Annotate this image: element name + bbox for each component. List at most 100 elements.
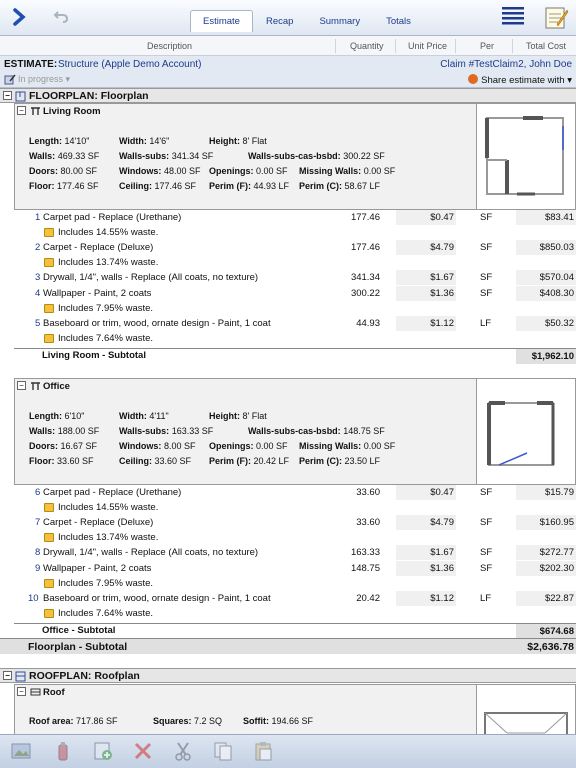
note-icon (44, 609, 54, 618)
collapse-icon[interactable]: − (3, 671, 12, 680)
item-number: 6 (35, 487, 41, 498)
claim-info[interactable]: Claim #TestClaim2, John Doe (440, 59, 572, 70)
collapse-icon[interactable]: − (17, 106, 26, 115)
collapse-icon[interactable]: − (17, 687, 26, 696)
top-toolbar: Estimate Recap Summary Totals (0, 0, 576, 36)
item-note[interactable]: Includes 7.95% waste. (30, 301, 550, 316)
item-note[interactable]: Includes 7.64% waste. (30, 331, 550, 346)
tab-summary[interactable]: Summary (319, 16, 361, 27)
item-quantity: 177.46 (350, 242, 380, 253)
item-per: SF (480, 272, 493, 283)
note-icon (44, 579, 54, 588)
add-item-icon[interactable] (92, 740, 114, 762)
floorplan-title: FLOORPLAN: Floorplan (29, 90, 149, 102)
item-note[interactable]: Includes 7.64% waste. (30, 606, 550, 621)
col-description: Description (147, 41, 193, 51)
line-item-row[interactable]: 10 Baseboard or trim, wood, ornate design… (14, 591, 576, 606)
item-description: Baseboard or trim, wood, ornate design -… (43, 318, 271, 329)
item-unit-price: $4.79 (430, 517, 454, 528)
item-description: Drywall, 1/4", walls - Replace (All coat… (43, 272, 259, 283)
copy-icon[interactable] (212, 740, 234, 762)
item-number: 5 (35, 318, 41, 329)
item-total: $408.30 (539, 288, 574, 299)
item-per: SF (480, 517, 493, 528)
line-item-row[interactable]: 3 Drywall, 1/4", walls - Replace (All coa… (14, 270, 576, 285)
estimate-name[interactable]: Structure (Apple Demo Account) (58, 59, 202, 70)
item-number: 7 (35, 517, 41, 528)
floorplan-header[interactable]: − FLOORPLAN: Floorplan (0, 88, 576, 103)
floorplan-icon (15, 91, 26, 105)
room-sketch[interactable] (476, 104, 575, 209)
line-item-row[interactable]: 7 Carpet - Replace (Deluxe) 33.60 $4.79 SF $1… (14, 515, 576, 530)
item-note[interactable]: Includes 14.55% waste. (30, 225, 550, 240)
item-number: 8 (35, 547, 41, 558)
room-subtotal-office: Office - Subtotal $674.68 (14, 623, 576, 639)
view-tabs: Estimate Recap Summary Totals (190, 10, 424, 32)
undo-icon[interactable] (50, 6, 72, 28)
room-name: Living Room (43, 106, 101, 117)
item-total: $570.04 (539, 272, 574, 283)
roofplan-icon (15, 671, 26, 685)
item-per: SF (480, 487, 493, 498)
estimate-label: ESTIMATE: (4, 59, 58, 70)
delete-icon[interactable] (132, 740, 154, 762)
tab-totals[interactable]: Totals (386, 16, 411, 27)
item-per: SF (480, 288, 493, 299)
item-quantity: 33.60 (356, 517, 380, 528)
item-note[interactable]: Includes 7.95% waste. (30, 576, 550, 591)
line-item-row[interactable]: 5 Baseboard or trim, wood, ornate design … (14, 316, 576, 331)
column-headers: Description Quantity Unit Price Per Tota… (0, 36, 576, 56)
item-quantity: 148.75 (350, 563, 380, 574)
bottle-icon[interactable] (52, 740, 74, 762)
note-icon (44, 334, 54, 343)
tab-estimate[interactable]: Estimate (190, 10, 253, 32)
line-item-row[interactable]: 6 Carpet pad - Replace (Urethane) 33.60 $0.… (14, 485, 576, 500)
item-unit-price: $4.79 (430, 242, 454, 253)
note-icon (44, 258, 54, 267)
item-note[interactable]: Includes 13.74% waste. (30, 530, 550, 545)
roofplan-header[interactable]: − ROOFPLAN: Roofplan (0, 668, 576, 683)
note-icon (44, 304, 54, 313)
line-item-row[interactable]: 2 Carpet - Replace (Deluxe) 177.46 $4.79 SF $… (14, 240, 576, 255)
item-description: Drywall, 1/4", walls - Replace (All coat… (43, 547, 259, 558)
note-icon (44, 503, 54, 512)
item-per: LF (480, 593, 492, 604)
item-unit-price: $1.12 (430, 318, 454, 329)
note-icon (44, 228, 54, 237)
notepad-icon[interactable] (542, 3, 570, 31)
roofplan-title: ROOFPLAN: Roofplan (29, 670, 140, 682)
item-per: SF (480, 563, 493, 574)
col-per: Per (480, 41, 495, 51)
item-unit-price: $0.47 (430, 487, 454, 498)
line-item-row[interactable]: 9 Wallpaper - Paint, 2 coats 148.75 $1.36 SF… (14, 561, 576, 576)
collapse-icon[interactable]: − (17, 381, 26, 390)
room-sketch[interactable] (476, 379, 575, 484)
item-per: SF (480, 212, 493, 223)
edit-icon[interactable] (4, 74, 16, 88)
item-total: $160.95 (539, 517, 574, 528)
item-quantity: 300.22 (350, 288, 380, 299)
collapse-icon[interactable]: − (3, 91, 12, 100)
item-unit-price: $1.12 (430, 593, 454, 604)
item-unit-price: $0.47 (430, 212, 454, 223)
cut-icon[interactable] (172, 740, 194, 762)
chevron-right-icon[interactable] (8, 6, 30, 28)
line-item-row[interactable]: 8 Drywall, 1/4", walls - Replace (All coa… (14, 545, 576, 560)
share-estimate-button[interactable]: Share estimate with ▾ (468, 74, 572, 86)
photo-icon[interactable] (10, 740, 32, 762)
room-name: Office (43, 381, 70, 392)
status-dropdown[interactable]: In progress ▾ (18, 74, 71, 84)
line-item-row[interactable]: 4 Wallpaper - Paint, 2 coats 300.22 $1.36 SF… (14, 286, 576, 301)
paste-icon[interactable] (252, 740, 274, 762)
tab-recap[interactable]: Recap (265, 16, 294, 27)
item-number: 4 (35, 288, 41, 299)
list-icon[interactable] (500, 4, 526, 30)
line-item-row[interactable]: 1 Carpet pad - Replace (Urethane) 177.46 $0… (14, 210, 576, 225)
item-total: $50.32 (544, 318, 574, 329)
item-quantity: 20.42 (356, 593, 380, 604)
item-description: Carpet - Replace (Deluxe) (43, 242, 154, 253)
item-note[interactable]: Includes 14.55% waste. (30, 500, 550, 515)
item-per: SF (480, 547, 493, 558)
room-icon (30, 381, 41, 394)
item-note[interactable]: Includes 13.74% waste. (30, 255, 550, 270)
